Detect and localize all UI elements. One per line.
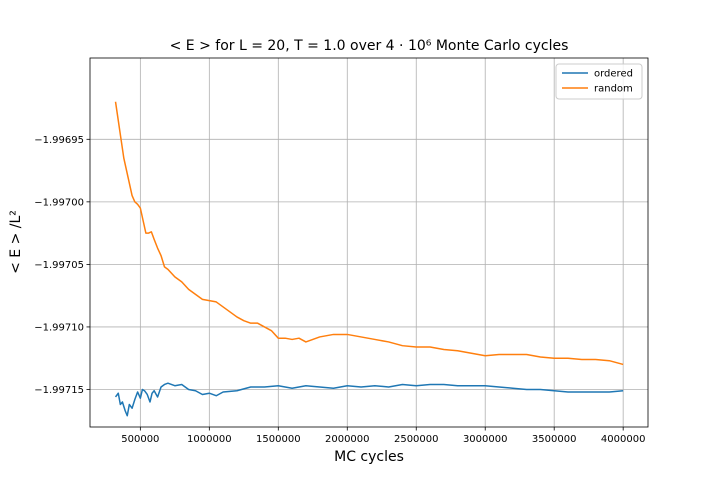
x-axis-label: MC cycles: [334, 449, 404, 465]
x-tick-label: 1500000: [256, 434, 301, 445]
x-tick-label: 3000000: [463, 434, 508, 445]
x-tick-label: 500000: [121, 434, 159, 445]
grid: [90, 58, 648, 427]
plot-frame: [89, 57, 649, 428]
chart-title: < E > for L = 20, T = 1.0 over 4 · 10⁶ M…: [170, 38, 569, 54]
legend-label-random: random: [594, 84, 633, 95]
legend: ordered random: [555, 63, 643, 100]
x-tick-label: 3500000: [532, 434, 577, 445]
x-tick-label: 1000000: [187, 434, 232, 445]
x-tick-label: 2500000: [394, 434, 439, 445]
y-tick-label: −1.99710: [34, 322, 84, 333]
x-tick-label: 2000000: [325, 434, 370, 445]
series-layer: [114, 101, 624, 417]
series-line-ordered: [114, 382, 624, 417]
y-tick-label: −1.99705: [34, 260, 84, 271]
x-tick-label: 4000000: [601, 434, 646, 445]
y-tick-label: −1.99715: [34, 385, 84, 396]
series-line-random: [114, 101, 624, 366]
y-axis: −1.99695 −1.99700 −1.99705 −1.99710 −1.99715: [34, 135, 90, 396]
y-axis-label: < E > /L²: [8, 210, 24, 274]
x-axis: 500000 1000000 1500000 2000000 2500000 300000…: [121, 427, 645, 445]
y-tick-label: −1.99700: [34, 197, 84, 208]
legend-label-ordered: ordered: [594, 69, 633, 80]
y-tick-label: −1.99695: [34, 135, 84, 146]
